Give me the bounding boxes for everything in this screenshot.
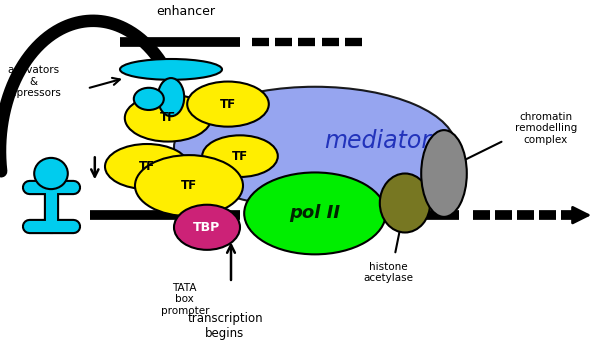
Text: TATA
box
promoter: TATA box promoter [161, 283, 209, 316]
Text: chromatin
remodelling
complex: chromatin remodelling complex [515, 112, 577, 145]
Text: TF: TF [160, 111, 176, 125]
Text: enhancer: enhancer [157, 5, 215, 18]
Text: TBP: TBP [193, 221, 221, 234]
Ellipse shape [105, 144, 189, 189]
Ellipse shape [187, 82, 269, 127]
Text: mediator: mediator [325, 128, 431, 153]
Text: TF: TF [220, 98, 236, 111]
Ellipse shape [244, 172, 386, 254]
Text: activators
&
repressors: activators & repressors [5, 65, 61, 98]
Text: histone
acetylase: histone acetylase [364, 262, 414, 283]
Ellipse shape [174, 87, 456, 208]
Ellipse shape [174, 205, 240, 250]
Text: TF: TF [139, 160, 155, 173]
Ellipse shape [125, 94, 211, 142]
Ellipse shape [134, 88, 164, 110]
Ellipse shape [120, 59, 222, 80]
Ellipse shape [135, 155, 243, 216]
Text: transcription
begins: transcription begins [187, 312, 263, 340]
Ellipse shape [34, 158, 68, 189]
Ellipse shape [202, 135, 278, 177]
Ellipse shape [421, 130, 467, 217]
Ellipse shape [380, 174, 430, 232]
Text: TF: TF [181, 179, 197, 192]
Ellipse shape [158, 78, 184, 116]
Text: pol II: pol II [289, 204, 341, 222]
Text: TF: TF [232, 150, 248, 163]
